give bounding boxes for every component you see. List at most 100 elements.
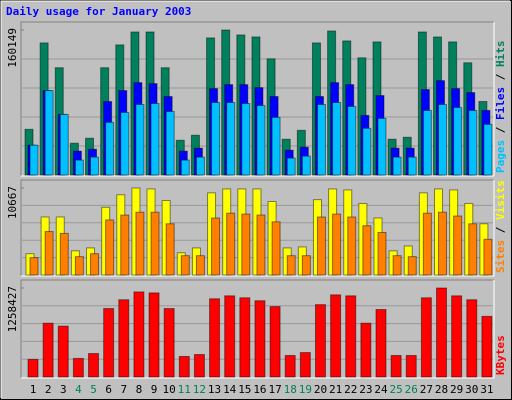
bar [347,216,357,276]
x-tick-label: 31 [480,383,493,396]
bar [345,295,357,378]
x-tick-label: 12 [193,383,206,396]
legend: KBytes [494,335,507,375]
bar [150,211,160,276]
legend-separator: / [494,120,507,140]
bar [74,159,84,176]
x-tick-label: 30 [465,383,478,396]
legend-entry: Hits [494,41,507,68]
bar [347,105,357,176]
bar [392,255,402,276]
bar [362,127,372,176]
bar [57,325,69,378]
bar [362,225,372,276]
legend-separator: / [494,220,507,240]
bar [301,155,311,176]
bar [103,308,115,378]
x-tick-label: 29 [450,383,463,396]
bar [42,322,54,378]
bar [256,104,266,176]
x-tick-label: 4 [75,383,82,396]
bar [375,309,387,378]
bar [163,308,175,378]
bar [256,214,266,276]
bar [226,102,236,176]
bar [481,315,493,378]
bar [377,117,387,176]
legend-entry: Files [494,87,507,120]
bar [135,211,145,276]
bar [316,103,326,176]
y-tick-label: 10667 [6,186,19,219]
bar [180,159,190,176]
bar [241,102,251,176]
bar [392,156,402,176]
bar [195,255,205,276]
panel-bevel [21,22,495,177]
bar [90,156,100,176]
bar [271,116,281,176]
bar [330,294,342,378]
x-tick-label: 28 [435,383,448,396]
x-tick-label: 7 [120,383,127,396]
bar [332,102,342,176]
bar [165,110,175,176]
bar [468,223,478,276]
bar [483,123,493,176]
bar [269,306,281,378]
legend-separator: / [494,67,507,87]
bar [286,157,296,176]
bar [59,113,69,176]
x-tick-label: 26 [405,383,418,396]
x-tick-label: 18 [284,383,297,396]
bar [420,297,432,378]
x-tick-label: 21 [329,383,342,396]
bar [90,253,100,276]
bar [332,213,342,276]
x-tick-label: 2 [45,383,52,396]
x-tick-label: 1 [30,383,37,396]
bar [438,211,448,276]
bar [241,213,251,276]
bar [120,111,130,176]
panel-bevel [20,21,494,176]
bar [254,300,266,378]
bar [239,297,251,378]
panel-bevel [20,279,494,378]
bar [211,102,221,176]
x-tick-label: 22 [344,383,357,396]
x-tick-label: 27 [420,383,433,396]
bar [466,299,478,378]
bar [451,295,463,378]
bar [299,352,311,378]
x-tick-label: 6 [105,383,112,396]
bar [407,256,417,276]
x-tick-label: 14 [223,383,237,396]
x-tick-label: 3 [60,383,67,396]
bar [29,144,39,176]
bar [105,121,115,176]
bar [453,215,463,276]
bar [133,291,145,378]
bar [405,354,417,378]
bar [226,212,236,276]
chart-title: Daily usage for January 2003 [6,5,191,18]
x-tick-label: 20 [314,383,327,396]
x-tick-label: 8 [136,383,143,396]
x-tick-label: 5 [90,383,97,396]
bar [360,322,372,378]
bar [438,103,448,176]
bar [483,238,493,276]
bar [422,212,432,276]
bar [178,355,190,378]
bar [29,257,39,276]
bar [377,232,387,276]
bar [88,353,100,378]
bar [180,255,190,276]
bar [165,223,175,276]
bar [453,106,463,176]
bar [195,156,205,176]
x-tick-label: 24 [374,383,388,396]
legend: Pages / Files / Hits [494,41,507,174]
